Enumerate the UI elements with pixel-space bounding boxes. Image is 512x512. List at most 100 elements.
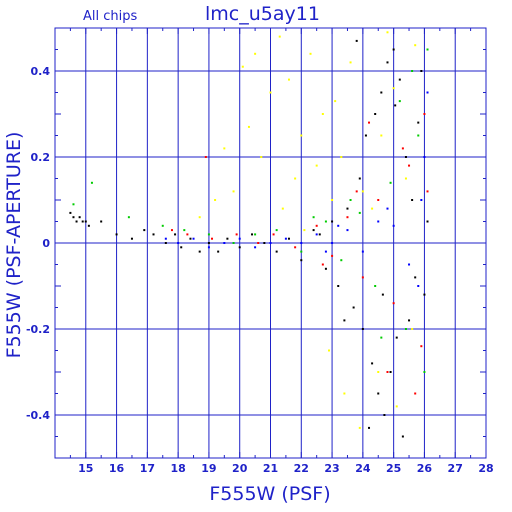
data-point xyxy=(238,237,241,240)
data-point xyxy=(174,233,177,236)
data-point xyxy=(300,242,303,244)
data-point xyxy=(423,293,426,296)
data-point xyxy=(235,233,238,236)
data-point xyxy=(381,293,384,296)
series-1 xyxy=(198,31,417,429)
data-point xyxy=(284,237,287,240)
x-tick-label: 15 xyxy=(78,462,93,475)
data-point xyxy=(380,91,383,94)
x-tick-label: 23 xyxy=(324,462,339,475)
data-point xyxy=(247,125,250,128)
data-point xyxy=(371,362,374,365)
data-point xyxy=(257,242,260,244)
data-point xyxy=(361,250,364,253)
data-point xyxy=(260,156,263,158)
y-tick-label: 0 xyxy=(42,237,50,250)
series-4 xyxy=(164,91,429,287)
data-point xyxy=(368,426,371,429)
data-point xyxy=(100,220,103,223)
data-point xyxy=(287,78,290,81)
data-point xyxy=(334,100,337,103)
x-tick-label: 24 xyxy=(355,462,371,475)
data-point xyxy=(214,199,217,201)
data-point xyxy=(420,70,423,72)
data-point xyxy=(198,250,201,253)
data-point xyxy=(72,216,75,219)
data-point xyxy=(417,134,420,137)
data-point xyxy=(207,246,210,249)
data-point xyxy=(232,242,235,244)
data-point xyxy=(377,220,380,223)
data-point xyxy=(287,237,290,240)
data-point xyxy=(164,242,167,244)
data-point xyxy=(204,156,207,158)
data-point xyxy=(331,242,334,244)
data-point xyxy=(374,285,377,287)
data-point xyxy=(90,181,93,184)
data-point xyxy=(324,220,327,223)
x-tick-label: 16 xyxy=(109,462,125,475)
x-tick-label: 22 xyxy=(294,462,309,475)
data-point xyxy=(312,216,315,219)
data-point xyxy=(392,302,395,305)
data-point xyxy=(211,237,214,240)
data-point xyxy=(207,233,210,236)
data-point xyxy=(349,61,352,64)
data-point xyxy=(408,263,411,266)
data-point xyxy=(386,31,389,34)
data-point xyxy=(340,259,343,262)
data-point xyxy=(198,216,201,219)
data-point xyxy=(78,216,81,219)
data-point xyxy=(207,242,210,244)
x-tick-label: 18 xyxy=(170,462,185,475)
y-axis-title: F555W (PSF-APERTURE) xyxy=(3,132,25,359)
data-point xyxy=(75,220,78,223)
data-point xyxy=(404,177,407,180)
x-tick-label: 25 xyxy=(386,462,401,475)
data-point xyxy=(346,229,349,232)
data-point xyxy=(127,216,130,219)
data-point xyxy=(183,229,186,232)
data-point xyxy=(324,267,327,270)
data-point xyxy=(343,392,346,395)
data-point xyxy=(272,233,275,236)
data-point xyxy=(331,254,334,257)
data-point xyxy=(358,426,361,429)
data-point xyxy=(408,164,411,167)
data-point xyxy=(294,177,297,180)
data-point xyxy=(180,246,183,249)
data-point xyxy=(423,113,426,115)
data-point xyxy=(411,328,414,330)
x-tick-label: 26 xyxy=(417,462,433,475)
data-point xyxy=(398,100,401,103)
data-point xyxy=(161,224,164,227)
data-point xyxy=(337,285,340,287)
data-point xyxy=(355,39,358,42)
series-2 xyxy=(170,113,429,395)
data-point xyxy=(226,237,229,240)
data-point xyxy=(254,246,257,249)
data-point xyxy=(401,147,404,150)
data-point xyxy=(254,52,257,55)
data-point xyxy=(361,190,364,193)
data-point xyxy=(426,190,429,193)
y-tick-label: 0.4 xyxy=(31,65,51,78)
data-point xyxy=(223,147,226,150)
data-point xyxy=(358,211,361,214)
data-point xyxy=(327,349,330,352)
data-point xyxy=(392,224,395,227)
data-point xyxy=(164,237,167,240)
data-point xyxy=(300,250,303,253)
data-point xyxy=(426,220,429,223)
data-point xyxy=(401,435,404,438)
data-point xyxy=(374,113,377,115)
data-point xyxy=(380,336,383,339)
data-point xyxy=(426,91,429,94)
data-point xyxy=(386,371,389,373)
data-point xyxy=(315,233,318,236)
data-point xyxy=(72,203,75,206)
x-tick-label: 27 xyxy=(448,462,463,475)
data-point xyxy=(84,220,87,223)
data-point xyxy=(275,250,278,253)
